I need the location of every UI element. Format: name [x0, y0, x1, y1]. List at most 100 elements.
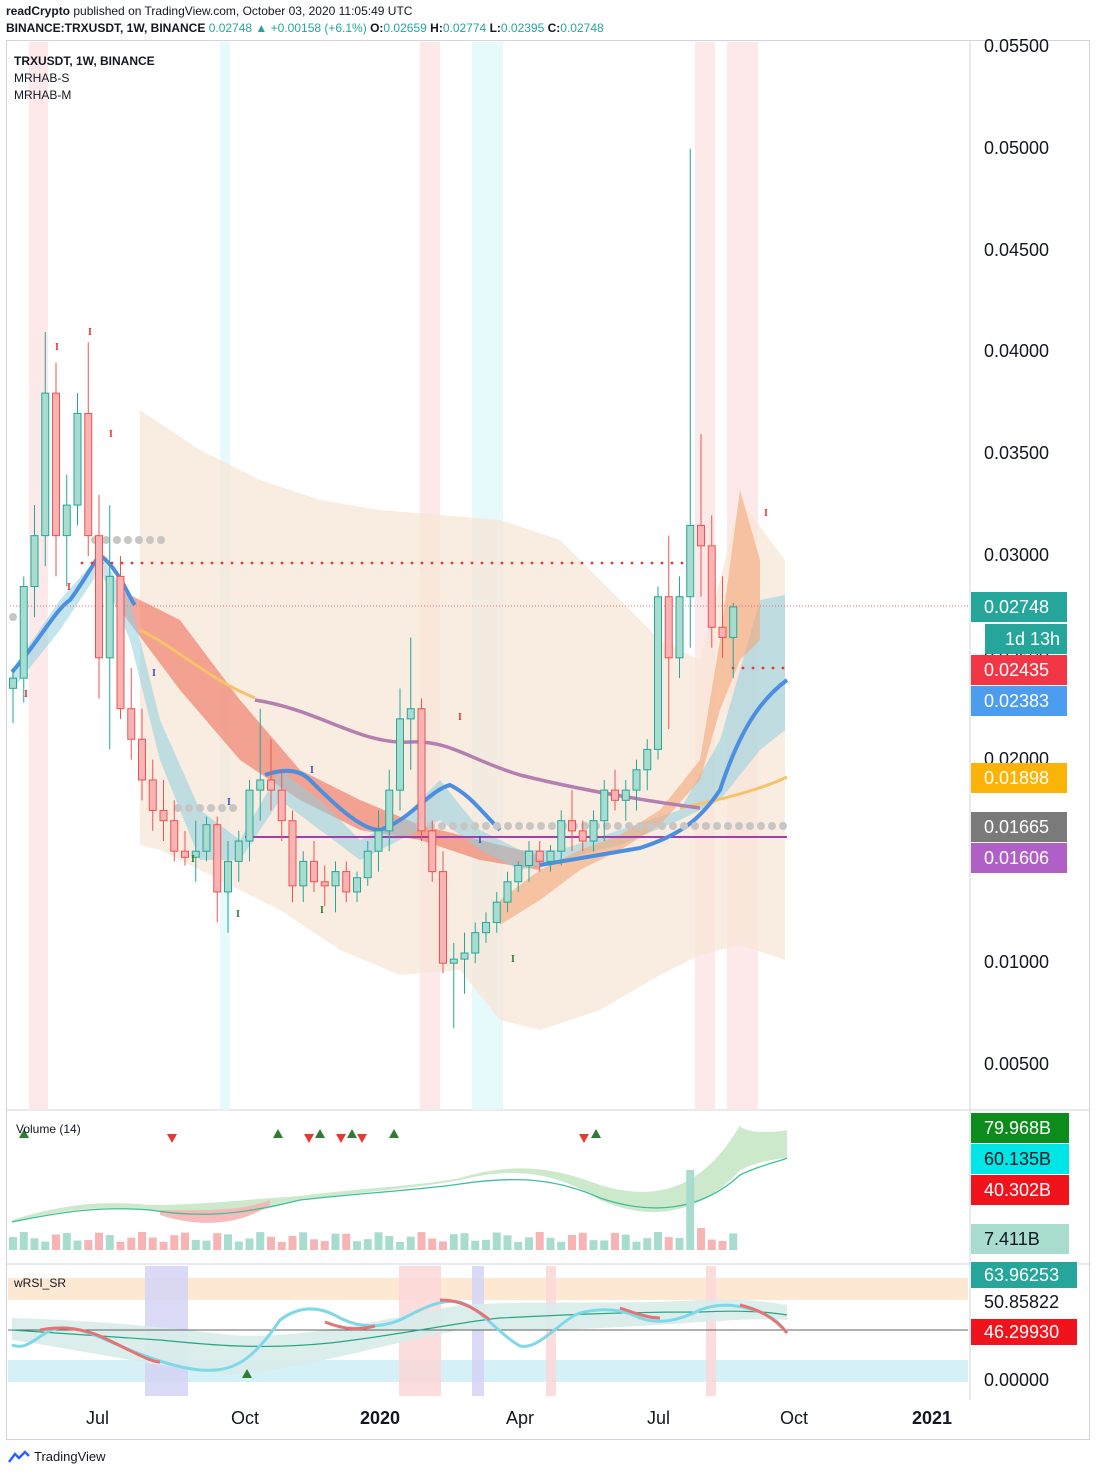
pivot-dot — [757, 822, 765, 830]
price-label: 0.02435 — [971, 655, 1067, 685]
volume-bar — [449, 1234, 458, 1250]
resistance-dot — [280, 561, 284, 565]
signal-mark: I — [478, 835, 482, 846]
pivot-dot — [735, 822, 743, 830]
volume-signal-arrow — [167, 1134, 177, 1143]
candle-body — [116, 575, 125, 710]
pivot-dot — [229, 804, 237, 812]
resistance-dot — [390, 561, 394, 565]
resistance-dot — [470, 561, 474, 565]
symbol-ohlc-line: BINANCE:TRXUSDT, 1W, BINANCE 0.02748 ▲ +… — [6, 21, 604, 35]
resistance-dot — [230, 561, 234, 565]
candle-body — [654, 596, 662, 750]
candle-body — [191, 850, 200, 858]
candle-body — [417, 708, 426, 832]
rsi-signal-line — [11, 1310, 788, 1348]
resistance-dot — [600, 561, 604, 565]
candle-body — [277, 789, 286, 822]
volume-bar — [697, 1228, 705, 1250]
volume-bar — [256, 1232, 265, 1250]
volume-signal-arrow — [347, 1129, 357, 1138]
pivot-dot — [438, 822, 446, 830]
signal-mark: I — [458, 712, 462, 723]
volume-bar — [342, 1233, 351, 1250]
volume-bar — [299, 1232, 308, 1250]
candle-body — [449, 958, 458, 964]
pivot-dot — [526, 822, 534, 830]
candle-body — [299, 860, 308, 887]
price-label: 0.02383 — [971, 686, 1067, 716]
candle-body — [245, 789, 254, 842]
resistance-dot — [570, 561, 574, 565]
time-tick: Oct — [780, 1408, 809, 1428]
volume-ma — [11, 1157, 788, 1223]
candle-body — [697, 524, 705, 547]
resistance-dot — [761, 666, 765, 670]
signal-mark: I — [764, 508, 768, 519]
time-tick: Apr — [506, 1408, 535, 1428]
pivot-dot — [174, 804, 182, 812]
price-axis-tick: 0.04000 — [984, 341, 1050, 362]
volume-bar — [374, 1232, 383, 1250]
pivot-dot — [647, 822, 655, 830]
volume-bar — [406, 1236, 415, 1250]
volume-label: 7.411B — [971, 1224, 1069, 1254]
volume-bar — [331, 1233, 340, 1250]
publish-header: readCrypto published on TradingView.com,… — [6, 4, 413, 18]
candle-body — [514, 864, 523, 883]
rsi-line — [11, 1299, 789, 1372]
candle-body — [320, 881, 329, 887]
candle-body — [52, 392, 60, 537]
candle-body — [557, 820, 566, 852]
volume-bar — [535, 1232, 544, 1250]
resistance-dot — [400, 561, 404, 565]
resistance-dot — [410, 561, 414, 565]
pivot-dot — [669, 822, 677, 830]
resistance-dot — [460, 561, 464, 565]
signal-mark: I — [310, 765, 314, 776]
volume-bar — [116, 1241, 125, 1250]
signal-mark: I — [511, 954, 515, 965]
candle-body — [342, 871, 351, 893]
volume-bar — [277, 1241, 286, 1250]
candle-body — [127, 708, 136, 740]
resistance-dot — [741, 666, 745, 670]
candle-body — [600, 789, 609, 822]
signal-mark: I — [55, 342, 59, 353]
signal-mark: I — [152, 668, 156, 679]
resistance-dot — [140, 561, 144, 565]
volume-label: 79.968B — [971, 1113, 1069, 1143]
volume-bar — [310, 1239, 318, 1250]
resistance-dot — [350, 561, 354, 565]
volume-bar — [202, 1240, 211, 1250]
rsi-band — [706, 1266, 716, 1396]
price-axis-tick: 0.05000 — [984, 137, 1050, 158]
pivot-dot — [427, 822, 435, 830]
pivot-dot — [581, 822, 589, 830]
tradingview-logo-icon — [8, 1449, 30, 1464]
resistance-dot — [320, 561, 324, 565]
tradingview-logo[interactable]: TradingView — [8, 1449, 106, 1464]
volume-bar — [632, 1241, 641, 1250]
volume-bar — [234, 1241, 243, 1250]
rsi-label: 63.96253 — [971, 1262, 1077, 1288]
resistance-dot — [260, 561, 264, 565]
signal-mark: I — [320, 905, 324, 916]
rsi-label: 50.85822 — [971, 1289, 1077, 1315]
ma-blue-3 — [539, 678, 789, 867]
candle-body — [428, 830, 437, 873]
volume-bar — [729, 1233, 738, 1250]
rsi-envelope — [12, 1299, 787, 1375]
candle-body — [84, 412, 93, 537]
pivot-dot — [146, 536, 154, 544]
volume-bar — [52, 1234, 60, 1250]
resistance-dot — [630, 561, 634, 565]
volume-bar — [611, 1232, 619, 1250]
resistance-dot — [480, 561, 484, 565]
time-tick: 2020 — [360, 1408, 401, 1428]
ma-yellow-left — [139, 628, 256, 700]
candle-body — [9, 677, 17, 689]
candle-body — [385, 789, 394, 832]
resistance-dot — [430, 561, 434, 565]
